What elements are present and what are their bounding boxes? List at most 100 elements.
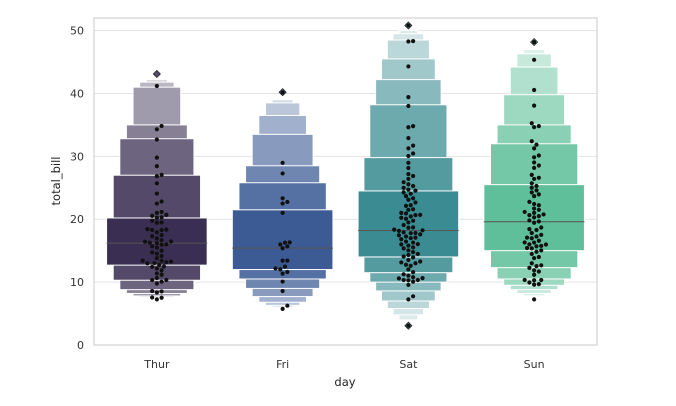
point bbox=[411, 249, 416, 255]
y-tick-40: 40 bbox=[70, 87, 84, 100]
point bbox=[154, 240, 159, 246]
swarm-sun bbox=[522, 39, 549, 302]
point bbox=[411, 183, 416, 189]
point bbox=[541, 212, 546, 217]
point bbox=[411, 279, 416, 284]
point bbox=[536, 175, 541, 180]
point bbox=[150, 244, 155, 249]
swarm-thur bbox=[140, 83, 174, 302]
point bbox=[154, 155, 159, 160]
point bbox=[539, 277, 544, 283]
point bbox=[532, 103, 537, 108]
point bbox=[150, 218, 155, 223]
point bbox=[159, 295, 164, 300]
point bbox=[164, 212, 169, 217]
point bbox=[403, 211, 409, 216]
point bbox=[532, 240, 537, 245]
point bbox=[411, 294, 416, 299]
point bbox=[532, 160, 537, 165]
point bbox=[411, 245, 416, 250]
point bbox=[406, 220, 411, 225]
point bbox=[536, 123, 541, 129]
swarm-sat bbox=[392, 23, 425, 328]
point bbox=[527, 199, 532, 204]
point bbox=[150, 213, 155, 218]
point bbox=[406, 252, 411, 258]
point bbox=[418, 212, 423, 217]
point bbox=[159, 220, 164, 225]
point bbox=[278, 242, 283, 247]
point bbox=[411, 143, 416, 148]
point bbox=[285, 303, 290, 308]
point bbox=[280, 90, 285, 95]
point bbox=[164, 260, 169, 265]
point bbox=[403, 216, 409, 221]
point bbox=[543, 242, 549, 247]
point bbox=[154, 181, 159, 186]
y-tick-0: 0 bbox=[77, 339, 84, 352]
point bbox=[282, 264, 288, 269]
point bbox=[532, 268, 537, 273]
swarm-points bbox=[140, 23, 549, 328]
point bbox=[536, 238, 541, 243]
point bbox=[418, 259, 423, 264]
point bbox=[152, 260, 157, 266]
point bbox=[406, 297, 411, 302]
point bbox=[150, 250, 155, 255]
point bbox=[411, 123, 416, 129]
point bbox=[401, 185, 406, 190]
point bbox=[411, 240, 416, 245]
point bbox=[408, 231, 413, 236]
point bbox=[403, 203, 409, 208]
point bbox=[406, 125, 411, 130]
point bbox=[420, 228, 425, 233]
point bbox=[415, 251, 420, 257]
point bbox=[159, 279, 164, 284]
point bbox=[406, 257, 411, 263]
point bbox=[532, 278, 537, 283]
point bbox=[401, 230, 406, 235]
point bbox=[532, 201, 537, 207]
point bbox=[534, 249, 539, 254]
point bbox=[154, 236, 159, 241]
point bbox=[154, 83, 159, 89]
point bbox=[415, 242, 420, 247]
point bbox=[532, 146, 537, 151]
point bbox=[527, 242, 532, 247]
point bbox=[411, 275, 416, 280]
point bbox=[532, 220, 537, 225]
point bbox=[408, 191, 413, 196]
point bbox=[534, 234, 539, 239]
point bbox=[159, 227, 164, 233]
point bbox=[396, 228, 402, 233]
point bbox=[401, 277, 406, 283]
point bbox=[406, 267, 411, 272]
point bbox=[418, 232, 423, 237]
point bbox=[280, 279, 285, 284]
outlier-1 bbox=[152, 69, 161, 79]
point bbox=[411, 173, 416, 179]
x-tick-thur: Thur bbox=[143, 358, 170, 371]
point bbox=[532, 193, 537, 199]
point bbox=[406, 207, 411, 212]
point bbox=[403, 239, 409, 244]
x-tick-sun: Sun bbox=[524, 358, 545, 371]
point bbox=[406, 248, 411, 253]
point bbox=[529, 251, 534, 257]
point bbox=[406, 176, 411, 182]
point bbox=[401, 190, 406, 195]
point bbox=[154, 220, 159, 225]
point bbox=[406, 23, 411, 28]
point bbox=[536, 207, 541, 212]
point bbox=[406, 103, 411, 109]
point bbox=[280, 288, 285, 294]
point bbox=[403, 262, 409, 267]
point bbox=[406, 146, 411, 151]
point bbox=[529, 121, 534, 126]
point bbox=[154, 210, 159, 215]
point bbox=[154, 251, 159, 256]
point bbox=[539, 248, 544, 253]
point bbox=[154, 256, 159, 261]
point bbox=[524, 245, 530, 251]
